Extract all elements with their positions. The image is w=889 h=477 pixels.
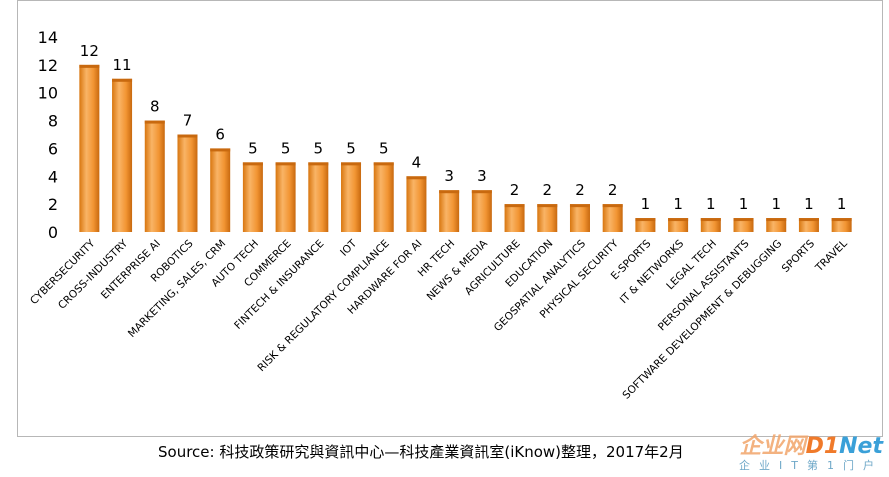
bar (831, 218, 852, 232)
data-label: 2 (608, 181, 618, 199)
bar (341, 162, 362, 232)
data-label: 1 (641, 195, 651, 213)
bar-top-cap (210, 148, 231, 152)
data-label: 3 (477, 167, 487, 185)
bar (242, 162, 263, 232)
bar (471, 190, 492, 232)
bar (733, 218, 754, 232)
bar (700, 218, 721, 232)
data-label: 3 (444, 167, 454, 185)
bar (602, 204, 623, 232)
bar (308, 162, 329, 232)
watermark-tagline: 企业IT第1门户 (739, 459, 883, 472)
bars (79, 64, 852, 233)
bar (210, 148, 231, 232)
y-tick-label: 12 (38, 56, 58, 75)
bar-top-cap (668, 218, 689, 222)
data-label: 1 (706, 195, 716, 213)
bar-top-cap (766, 218, 787, 222)
bar (668, 218, 689, 232)
y-tick-label: 6 (48, 139, 58, 158)
bar-top-cap (733, 218, 754, 222)
x-tick-label: TRAVEL (813, 238, 850, 275)
data-label: 5 (248, 139, 258, 157)
bar (766, 218, 787, 232)
bar (275, 162, 296, 232)
y-tick-label: 14 (38, 28, 58, 47)
data-label: 1 (739, 195, 749, 213)
bar-top-cap (308, 162, 329, 166)
bar-top-cap (112, 78, 133, 82)
bar (635, 218, 656, 232)
data-label: 4 (412, 153, 422, 171)
bar (537, 204, 558, 232)
source-caption: Source: 科技政策研究與資訊中心—科技產業資訊室(iKnow)整理，201… (158, 443, 684, 461)
bar-top-cap (471, 190, 492, 194)
bar-top-cap (831, 218, 852, 222)
x-tick-label: SPORTS (780, 237, 818, 275)
bar-top-cap (177, 134, 198, 138)
data-label: 1 (771, 195, 781, 213)
bar-top-cap (798, 218, 819, 222)
bar-top-cap (144, 120, 165, 124)
bar (798, 218, 819, 232)
x-tick-label: ENTERPRISE AI (99, 238, 163, 302)
bar-top-cap (635, 218, 656, 222)
bar (144, 120, 165, 232)
bar-top-cap (537, 204, 558, 208)
data-label: 1 (673, 195, 683, 213)
x-tick-label: IOT (338, 237, 359, 258)
data-label: 12 (80, 42, 99, 60)
data-label: 7 (183, 112, 193, 130)
bar-top-cap (242, 162, 263, 166)
y-tick-label: 4 (48, 167, 58, 186)
data-label: 11 (113, 56, 132, 74)
y-tick-label: 0 (48, 223, 58, 242)
bar-top-cap (569, 204, 590, 208)
watermark-brand-d1: D1 (805, 434, 840, 459)
bar (177, 134, 198, 232)
y-tick-label: 8 (48, 112, 58, 131)
data-label: 5 (281, 139, 291, 157)
bar (373, 162, 394, 232)
data-label: 8 (150, 98, 160, 116)
data-label: 2 (575, 181, 585, 199)
bar-top-cap (406, 176, 427, 180)
bar-top-cap (602, 204, 623, 208)
bar (569, 204, 590, 232)
watermark-brand: 企业网D1Net (725, 435, 883, 459)
data-label: 5 (379, 139, 389, 157)
bar (79, 64, 100, 232)
bar-top-cap (373, 162, 394, 166)
bar-top-cap (275, 162, 296, 166)
watermark-brand-cn: 企业网 (739, 434, 806, 459)
data-label: 5 (314, 139, 324, 157)
data-label: 2 (542, 181, 552, 199)
y-tick-label: 2 (48, 195, 58, 214)
bar-top-cap (700, 218, 721, 222)
watermark-logo: 企业网D1Net 企业IT第1门户 (725, 435, 883, 477)
y-tick-label: 10 (38, 84, 58, 103)
bar-top-cap (79, 64, 100, 68)
bar-top-cap (439, 190, 460, 194)
data-label: 1 (804, 195, 814, 213)
data-label: 1 (837, 195, 847, 213)
watermark-brand-net: Net (839, 434, 883, 459)
bar (112, 78, 133, 233)
bar-top-cap (504, 204, 525, 208)
bar (504, 204, 525, 232)
data-label: 2 (510, 181, 520, 199)
bar-top-cap (341, 162, 362, 166)
bar (406, 176, 427, 232)
data-label: 5 (346, 139, 356, 157)
bar (439, 190, 460, 232)
y-axis: 0 2 4 6 8 10 12 14 (38, 28, 58, 242)
data-label: 6 (215, 125, 225, 143)
